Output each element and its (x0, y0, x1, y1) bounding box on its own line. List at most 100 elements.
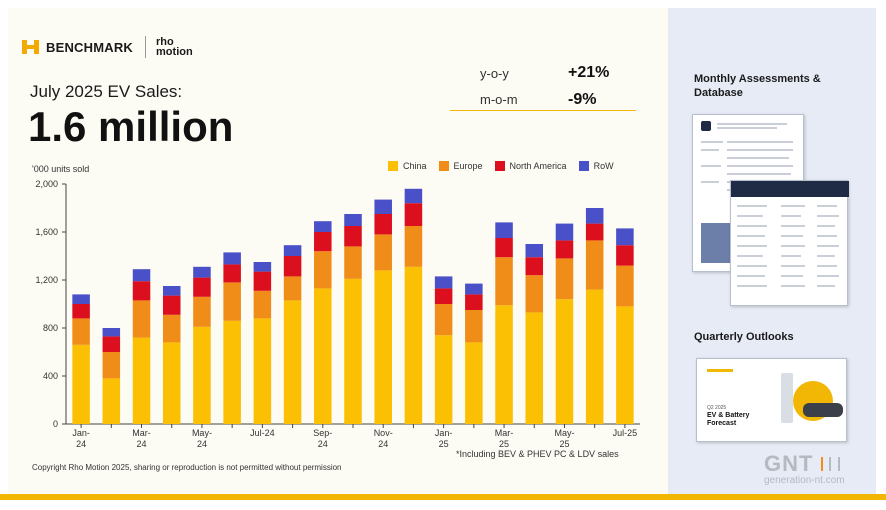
monthly-assessments-title: Monthly Assessments & Database (694, 72, 821, 100)
x-tick-label: 24 (378, 439, 388, 449)
bar-europe (72, 318, 90, 345)
car-icon (803, 403, 843, 417)
monthly-title-line2: Database (694, 87, 743, 99)
bar-europe (585, 240, 604, 290)
bar-china (193, 326, 211, 424)
x-tick-label: 24 (318, 439, 328, 449)
quarterly-outlooks-title: Quarterly Outlooks (694, 331, 794, 343)
bar-europe (223, 282, 241, 321)
bar-north-america (314, 232, 332, 252)
bar-row (102, 328, 121, 337)
kpi-mom-label: m-o-m (480, 92, 518, 107)
bar-row (525, 244, 544, 258)
bar-row (585, 208, 604, 224)
bar-europe (616, 265, 634, 307)
forecast-quarter: Q2 2025 (707, 405, 727, 411)
x-tick-label: May- (192, 428, 212, 438)
x-tick-label: 25 (439, 439, 449, 449)
bar-row (314, 221, 332, 232)
bar-europe (314, 251, 332, 289)
bar-north-america (162, 295, 181, 315)
rho-wordmark-line1: rho (156, 36, 174, 48)
x-tick-label: Jan- (435, 428, 453, 438)
bar-row (283, 245, 302, 256)
bar-north-america (193, 277, 211, 297)
legend-item-china: China (388, 161, 427, 171)
rho-motion-wordmark: rho motion (156, 36, 193, 58)
bar-china (283, 300, 302, 424)
chart-footnote: *Including BEV & PHEV PC & LDV sales (456, 449, 619, 459)
kpi-underline (450, 110, 636, 111)
watermark: GNT generation-nt.com (764, 451, 845, 486)
bar-row (253, 262, 272, 272)
benchmark-logo-icon (22, 40, 40, 54)
bar-europe (344, 246, 362, 279)
bar-china (374, 270, 392, 424)
watermark-logo: GNT (764, 451, 814, 476)
x-tick-label: Jul-24 (250, 428, 275, 438)
x-tick-label: Nov- (374, 428, 393, 438)
bar-row (495, 222, 513, 238)
x-tick-label: 25 (559, 439, 569, 449)
x-tick-label: 24 (197, 439, 207, 449)
units-label: '000 units sold (32, 164, 90, 174)
legend-item-europe: Europe (438, 161, 483, 171)
bar-row (193, 266, 211, 278)
bar-north-america (525, 257, 544, 276)
bar-europe (555, 258, 574, 300)
bar-europe (102, 352, 121, 379)
bar-north-america (344, 226, 362, 247)
x-tick-label: Mar- (132, 428, 151, 438)
logo-divider (145, 36, 147, 58)
x-tick-label: 25 (499, 439, 509, 449)
x-tick-label: Mar- (495, 428, 514, 438)
bar-row (72, 294, 90, 304)
y-tick-label: 1,600 (35, 227, 58, 237)
bar-north-america (616, 245, 634, 266)
legend-swatch-row (578, 161, 589, 171)
brand-logo: BENCHMARK rho motion (22, 36, 193, 58)
bar-north-america (495, 238, 513, 258)
kpi-mom-value: -9% (568, 91, 597, 108)
legend-label-europe: Europe (453, 161, 483, 171)
bar-europe (162, 314, 181, 343)
x-tick-label: Jul-25 (613, 428, 638, 438)
legend-label-china: China (403, 161, 427, 171)
legend-label-north-america: North America (509, 161, 567, 171)
rho-wordmark-line2: motion (156, 46, 193, 58)
charger-icon (781, 373, 793, 423)
copyright-notice: Copyright Rho Motion 2025, sharing or re… (32, 463, 342, 472)
forecast-report-cover: Q2 2025 EV & Battery Forecast (696, 358, 847, 442)
legend-swatch-china (388, 161, 398, 171)
bar-row (616, 228, 634, 246)
x-tick-label: 24 (137, 439, 147, 449)
bar-europe (193, 296, 211, 327)
x-tick-label: May- (554, 428, 574, 438)
bar-north-america (102, 336, 121, 352)
bar-row (162, 286, 181, 296)
bar-china (525, 312, 544, 424)
bar-europe (253, 290, 272, 319)
bar-china (585, 289, 604, 424)
bar-china (132, 337, 151, 424)
bar-china (404, 266, 423, 424)
bar-china (616, 306, 634, 424)
bar-row (223, 252, 241, 265)
kpi-yoy-label: y-o-y (480, 66, 509, 81)
bar-north-america (253, 271, 272, 291)
bar-row (344, 214, 362, 226)
legend-item-north-america: North America (494, 161, 567, 171)
bar-north-america (283, 256, 302, 277)
bar-north-america (585, 223, 604, 241)
watermark-site: generation-nt.com (764, 475, 845, 486)
bar-europe (283, 276, 302, 301)
bar-china (314, 288, 332, 424)
benchmark-wordmark: BENCHMARK (46, 39, 134, 55)
bar-europe (465, 310, 483, 343)
bar-europe (374, 234, 392, 271)
y-tick-label: 2,000 (35, 179, 58, 189)
legend-item-row: RoW (578, 161, 614, 171)
bar-row (434, 276, 453, 289)
bar-china (495, 305, 513, 424)
